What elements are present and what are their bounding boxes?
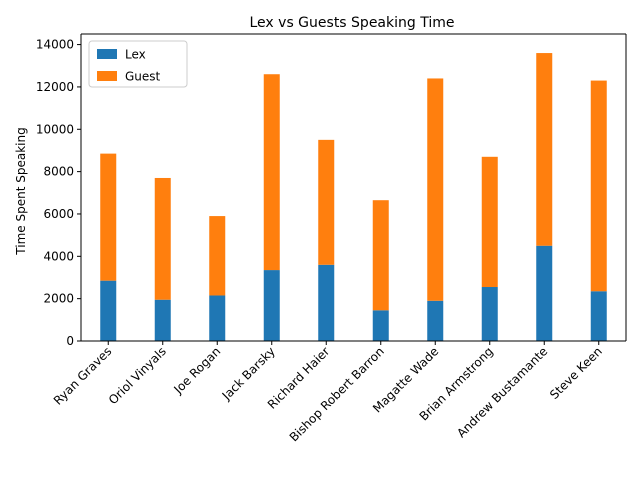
bar-guest-2 [209, 216, 226, 296]
x-tick-label-8: Andrew Bustamante [454, 344, 550, 440]
y-tick-label-4: 8000 [43, 165, 74, 179]
x-tick-label-3: Jack Barsky [219, 344, 278, 403]
x-tick-label-5: Bishop Robert Barron [287, 344, 387, 444]
bar-lex-7 [481, 287, 498, 341]
bar-lex-5 [372, 310, 389, 341]
y-tick-label-6: 12000 [36, 80, 74, 94]
x-tick-label-0: Ryan Graves [51, 344, 115, 408]
legend-label-guest: Guest [125, 70, 161, 84]
legend-swatch-guest [97, 71, 117, 81]
legend-label-lex: Lex [125, 48, 146, 62]
legend: Lex Guest [88, 40, 188, 88]
bar-guest-9 [590, 80, 607, 292]
bar-lex-1 [154, 299, 171, 341]
chart-title: Lex vs Guests Speaking Time [250, 15, 455, 31]
bar-lex-4 [318, 264, 335, 341]
y-tick-label-0: 0 [66, 334, 74, 348]
x-tick-label-1: Oriol Vinyals [106, 344, 169, 407]
y-tick-label-1: 2000 [43, 292, 74, 306]
y-tick-label-3: 6000 [43, 207, 74, 221]
bar-guest-0 [100, 153, 117, 281]
bar-lex-2 [209, 295, 226, 341]
bar-guest-4 [318, 139, 335, 265]
bars-layer [100, 53, 607, 341]
bar-lex-6 [427, 300, 444, 341]
y-tick-label-5: 10000 [36, 122, 74, 136]
y-tick-label-7: 14000 [36, 38, 74, 52]
bar-lex-9 [590, 291, 607, 341]
bar-guest-3 [263, 74, 280, 271]
x-tick-label-9: Steve Keen [547, 344, 605, 402]
x-tick-label-2: Joe Rogan [170, 344, 223, 397]
bar-lex-0 [100, 280, 117, 341]
bar-guest-5 [372, 200, 389, 311]
bar-lex-8 [536, 245, 553, 341]
bar-lex-3 [263, 270, 280, 341]
legend-swatch-lex [97, 49, 117, 59]
bar-guest-1 [154, 177, 171, 300]
bar-guest-7 [481, 156, 498, 288]
bar-guest-6 [427, 78, 444, 301]
y-tick-label-2: 4000 [43, 249, 74, 263]
y-axis-label: Time Spent Speaking [14, 127, 28, 255]
bar-guest-8 [536, 53, 553, 246]
